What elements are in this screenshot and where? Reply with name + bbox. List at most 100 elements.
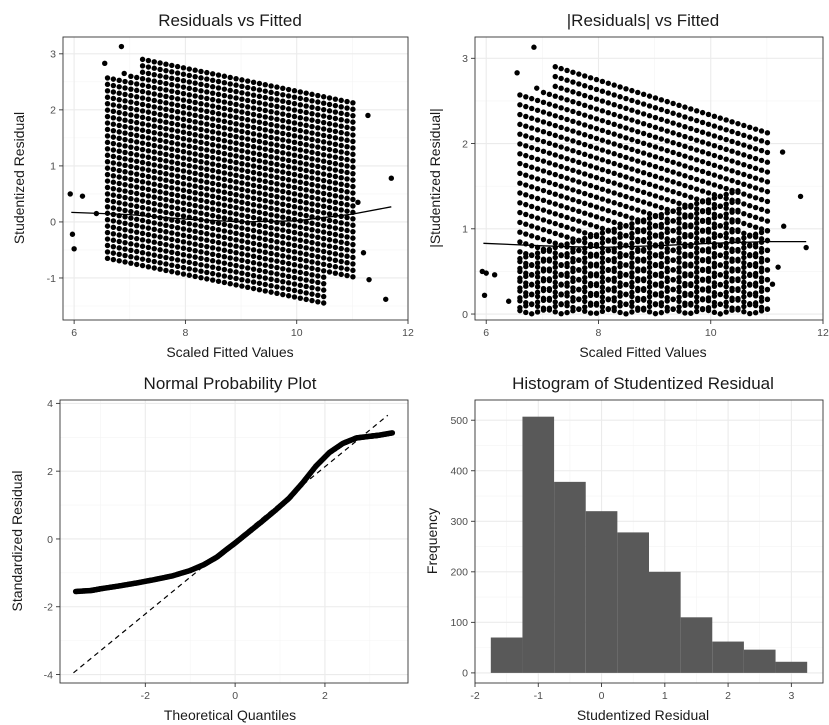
data-point	[564, 253, 570, 260]
data-point	[747, 183, 753, 189]
data-point	[564, 283, 570, 289]
data-point	[752, 273, 759, 279]
data-point	[250, 105, 257, 111]
data-point	[233, 282, 239, 288]
data-point	[528, 193, 535, 200]
data-point	[198, 94, 204, 100]
data-point	[646, 250, 653, 256]
data-point	[694, 196, 700, 202]
data-point	[151, 220, 157, 226]
data-point	[747, 124, 753, 131]
data-point	[262, 165, 268, 172]
data-point	[209, 251, 216, 257]
data-point	[658, 146, 665, 152]
data-point	[309, 162, 315, 168]
data-point	[169, 120, 175, 127]
data-point	[711, 309, 718, 316]
data-point	[291, 249, 298, 255]
data-point	[344, 111, 350, 118]
data-point	[338, 168, 344, 174]
data-point	[694, 186, 700, 192]
data-point	[646, 162, 653, 168]
data-point	[711, 201, 718, 208]
data-point	[204, 69, 210, 76]
data-point	[233, 191, 239, 198]
data-point	[250, 285, 257, 292]
data-point	[623, 203, 629, 210]
data-point	[729, 246, 735, 252]
data-point	[723, 205, 729, 211]
data-point	[758, 167, 765, 173]
data-point	[599, 215, 606, 222]
data-point	[629, 240, 635, 247]
data-point	[752, 195, 759, 201]
data-point	[582, 220, 588, 226]
data-point	[250, 156, 257, 163]
data-point	[309, 194, 315, 201]
data-point	[180, 129, 187, 135]
data-point	[303, 283, 309, 290]
data-point	[332, 122, 339, 128]
data-point	[682, 222, 688, 228]
data-point	[233, 172, 239, 179]
data-point	[664, 265, 670, 271]
data-point	[587, 84, 594, 91]
data-point	[570, 138, 576, 144]
data-point	[309, 265, 315, 272]
data-point	[174, 121, 181, 128]
data-point	[540, 276, 547, 282]
data-point	[163, 113, 169, 119]
data-point	[145, 90, 152, 96]
data-point	[163, 177, 169, 183]
data-point	[546, 228, 553, 235]
data-point	[617, 270, 623, 276]
data-point	[676, 245, 682, 251]
data-point	[192, 73, 198, 80]
data-point	[297, 127, 304, 134]
data-point	[688, 282, 694, 289]
data-point	[694, 200, 700, 207]
data-point	[186, 175, 193, 182]
data-point	[540, 129, 547, 135]
data-point	[723, 309, 729, 315]
data-point	[670, 218, 676, 224]
data-point	[145, 148, 152, 154]
data-point	[151, 78, 157, 84]
data-point	[558, 114, 564, 121]
data-point	[233, 179, 239, 185]
data-point	[523, 299, 529, 306]
data-point	[758, 255, 765, 262]
data-point	[134, 229, 140, 235]
data-point	[646, 215, 653, 221]
data-point	[758, 304, 765, 311]
data-point	[110, 166, 117, 173]
data-point	[587, 231, 594, 238]
data-point	[215, 104, 222, 110]
smooth-line	[483, 240, 807, 249]
data-point	[262, 249, 268, 255]
data-point	[104, 152, 111, 158]
data-point	[262, 210, 268, 217]
data-point	[116, 148, 122, 154]
data-point	[523, 192, 529, 198]
data-point	[122, 207, 128, 214]
panel-border	[59, 399, 409, 684]
data-point	[534, 225, 541, 231]
data-point	[198, 88, 204, 94]
data-point	[752, 175, 759, 181]
data-point	[735, 120, 741, 127]
data-point	[198, 171, 204, 178]
data-point	[320, 177, 327, 184]
data-point	[309, 136, 315, 143]
data-point	[151, 187, 157, 194]
data-point	[517, 239, 523, 245]
data-point	[558, 163, 564, 170]
panel-border	[474, 36, 824, 321]
data-point	[523, 143, 529, 149]
data-point	[215, 117, 222, 123]
data-point	[320, 268, 327, 274]
data-point	[128, 208, 134, 215]
data-point	[227, 261, 233, 268]
data-point	[350, 145, 356, 151]
data-point	[274, 110, 280, 116]
